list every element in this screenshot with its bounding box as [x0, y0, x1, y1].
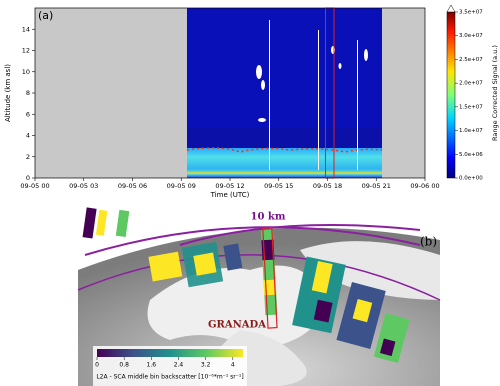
y-tick-label: 6	[26, 110, 30, 118]
y-tick-label: 4	[26, 132, 30, 140]
y-tick-label: 2	[26, 153, 30, 161]
site-label: GRANADA	[208, 320, 266, 331]
y-axis-label: Altitude (km asl)	[4, 64, 12, 122]
y-tick-label: 10	[22, 68, 30, 76]
map-colorbar-label: L2A - SCA middle bin backscatter [10⁻⁶*m…	[96, 374, 243, 381]
map-colorbar-tick-label: 0.8	[119, 362, 129, 369]
map-colorbar-tick-label: 1.6	[147, 362, 157, 369]
colorbar-tick-label: 0.0e+00	[459, 176, 483, 182]
map-colorbar-tick-label: 3.2	[201, 362, 211, 369]
x-tick-label: 09-06 00	[410, 182, 439, 190]
signal-image	[187, 172, 382, 174]
colorbar-tick-label: 2.0e+07	[459, 81, 483, 87]
map-colorbar-tick-label: 2.4	[174, 362, 184, 369]
y-tick-label: 12	[22, 47, 30, 55]
map	[75, 207, 441, 386]
map-colorbar-tick-label: 4	[231, 362, 235, 369]
colorbar-tick-label: 1.5e+07	[459, 104, 483, 110]
y-tick-label: 14	[22, 25, 30, 33]
x-tick-label: 09-05 21	[362, 182, 391, 190]
x-tick-label: 09-05 18	[313, 182, 342, 190]
scale-label: 10 km	[251, 212, 286, 223]
x-axis-label: Time (UTC)	[210, 191, 250, 199]
signal-image	[187, 8, 382, 128]
panel-label: (a)	[38, 9, 53, 22]
x-tick-label: 09-05 03	[69, 182, 98, 190]
colorbar-tick-label: 2.5e+07	[459, 57, 483, 63]
panel-label: (b)	[420, 235, 437, 249]
x-tick-label: 09-05 12	[215, 182, 244, 190]
colorbar-tick-label: 3.0e+07	[459, 33, 483, 39]
colorbar-tick-label: 1.0e+07	[459, 128, 483, 134]
signal-image	[186, 147, 383, 153]
colorbar-tick-label: 3.5e+07	[459, 10, 483, 16]
colorbar	[446, 11, 456, 179]
x-tick-label: 09-05 15	[264, 182, 293, 190]
map-colorbar-tick-label: 0	[95, 362, 99, 369]
colorbar-extend	[446, 4, 456, 13]
x-tick-label: 09-05 00	[20, 182, 49, 190]
y-tick-label: 8	[26, 89, 30, 97]
x-tick-label: 09-05 09	[167, 182, 196, 190]
y-tick-label: 0	[26, 174, 30, 182]
colorbar-tick-label: 5.0e+06	[459, 152, 483, 158]
colorbar-label: Range Corrected Signal (a.u.)	[491, 45, 499, 141]
x-tick-label: 09-05 06	[118, 182, 147, 190]
clouds	[256, 20, 368, 170]
map-colorbar	[97, 349, 243, 357]
